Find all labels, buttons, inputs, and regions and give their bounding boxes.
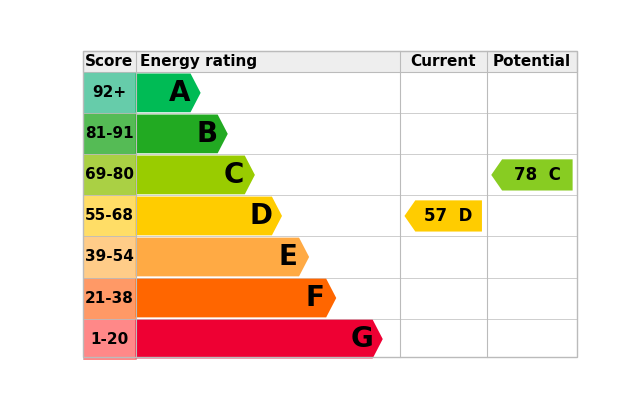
Text: Potential: Potential (493, 54, 571, 69)
Text: 78  C: 78 C (514, 166, 561, 184)
Bar (83, 154, 135, 196)
Polygon shape (135, 279, 336, 318)
Polygon shape (135, 320, 383, 358)
Text: E: E (279, 243, 298, 271)
Text: F: F (306, 284, 325, 312)
Bar (83, 318, 135, 360)
Polygon shape (135, 197, 282, 235)
Polygon shape (135, 115, 228, 153)
Text: 21-38: 21-38 (85, 290, 133, 305)
Polygon shape (491, 159, 573, 191)
Text: Current: Current (410, 54, 476, 69)
Polygon shape (135, 156, 255, 194)
Text: 55-68: 55-68 (84, 208, 134, 223)
Text: B: B (196, 120, 218, 148)
Text: G: G (350, 325, 374, 353)
Polygon shape (135, 238, 309, 276)
Bar (83, 278, 135, 318)
Bar (83, 72, 135, 114)
Bar (83, 51, 577, 72)
Text: C: C (223, 161, 244, 189)
Text: 81-91: 81-91 (85, 126, 133, 141)
Text: 1-20: 1-20 (90, 332, 128, 347)
Text: Energy rating: Energy rating (140, 54, 258, 69)
Bar (83, 114, 135, 154)
Text: 39-54: 39-54 (85, 250, 133, 265)
Text: 69-80: 69-80 (84, 167, 134, 183)
Text: 92+: 92+ (92, 85, 126, 100)
Bar (83, 236, 135, 278)
Text: 57  D: 57 D (424, 207, 473, 225)
Text: A: A (169, 79, 191, 107)
Text: D: D (250, 202, 272, 230)
Bar (83, 196, 135, 236)
Polygon shape (404, 200, 482, 231)
Text: Score: Score (85, 54, 133, 69)
Polygon shape (135, 74, 201, 112)
